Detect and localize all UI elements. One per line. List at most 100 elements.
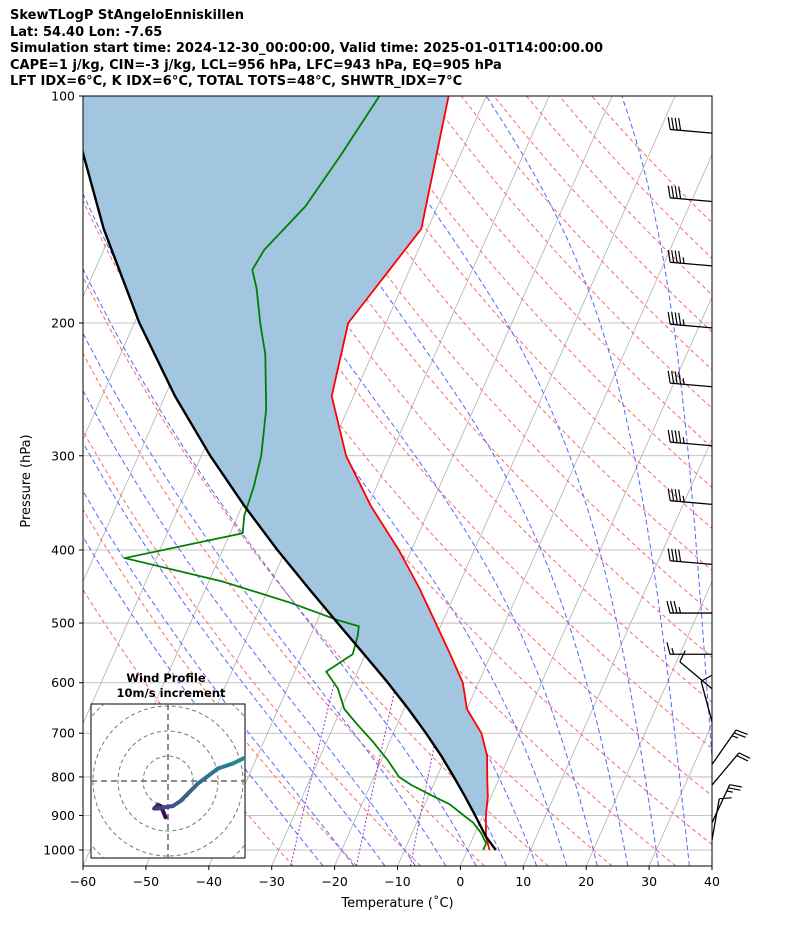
barb-feather [667,117,671,130]
barb-staff [711,752,740,786]
isotherm-line [208,96,550,866]
wind-barb [667,249,713,267]
y-tick-label: 900 [51,808,75,823]
barb-feather [671,548,675,562]
x-tick-label: −10 [384,874,410,889]
x-tick-label: 40 [704,874,720,889]
barb-feather [678,186,682,199]
moist-adiabat [183,96,598,866]
barb-half-feather [678,606,682,614]
dry-adiabat [83,588,294,866]
y-tick-label: 1000 [43,843,75,858]
barb-staff [670,560,713,566]
mixing-ratio-line [290,682,335,866]
barb-half-feather [682,257,685,264]
barb-feather [671,312,675,325]
barb-feather [674,371,678,384]
dry-adiabat [102,96,712,846]
barb-feather [671,488,675,502]
wind-barbs [666,117,751,841]
isotherm-line [711,865,712,866]
mixing-ratio-line [409,682,448,866]
barb-staff [670,197,713,203]
barb-staff [670,441,713,447]
barb-feather [669,600,675,614]
wind-barb [667,117,713,134]
hodograph-trace-segment [216,761,235,771]
dry-adiabat [135,96,712,797]
barb-half-feather [726,790,733,793]
hodograph-trace-segment [206,766,220,778]
hodograph-trace-segment [186,781,200,796]
wind-barb [711,784,743,823]
moist-adiabat [83,535,324,866]
barb-feather [728,787,741,791]
wind-barb [667,429,713,447]
wind-barb [667,185,713,203]
dry-adiabat [493,96,712,333]
isotherm-line [271,96,613,866]
barb-feather [667,548,671,561]
hodograph-trace-segment [196,774,210,786]
barb-feather [674,312,678,325]
x-tick-label: −60 [70,874,96,889]
barb-feather [671,430,675,443]
barb-feather [729,784,743,788]
barb-feather [674,549,678,562]
barb-feather [671,185,675,199]
barb-feather [671,250,675,263]
moist-adiabat [257,96,629,866]
barb-half-feather [682,319,685,326]
wind-barb [679,650,713,690]
wind-barb [711,752,751,786]
barb-feather [667,488,671,501]
barb-feather [679,650,686,662]
moist-adiabat [83,267,477,866]
title-line-cape: CAPE=1 j/kg, CIN=-3 j/kg, LCL=956 hPa, L… [10,57,502,73]
wind-barb [667,370,713,388]
barb-feather [667,185,671,198]
barb-staff [670,261,713,267]
title-line-location: Lat: 54.40 Lon: -7.65 [10,24,163,40]
barb-feather [735,729,748,736]
dry-adiabat [83,508,358,866]
chart-header: SkewTLogP StAngeloEnniskillen Lat: 54.40… [10,8,603,91]
x-tick-label: 0 [456,874,464,889]
barb-half-feather [682,495,685,503]
moist-adiabat [83,332,447,866]
barb-feather [667,370,671,384]
barb-feather [678,430,682,444]
y-tick-label: 100 [51,89,75,104]
y-tick-label: 800 [51,769,75,784]
mixing-ratio-line [355,682,397,866]
moist-adiabat [485,96,690,866]
barb-feather [667,249,671,263]
y-axis-label: Pressure (hPa) [19,434,34,527]
cape-shading [83,96,488,816]
dry-adiabat [363,96,712,489]
title-line-station: SkewTLogP StAngeloEnniskillen [10,8,244,23]
parcel-profile-line [83,148,497,851]
barb-feather [678,489,682,502]
y-tick-label: 600 [51,675,75,690]
barb-feather [674,186,678,199]
x-tick-label: −40 [196,874,222,889]
x-axis-label: Temperature (˚C) [340,895,453,911]
moist-adiabat [83,389,416,866]
y-tick-label: 700 [51,726,75,741]
hodograph-trace-segment [231,755,245,766]
moist-adiabat [356,96,659,866]
dry-adiabat [297,96,712,572]
dewpoint-profile-line [123,96,487,851]
isotherm-line [334,96,676,866]
barb-half-feather [682,378,685,385]
dry-adiabat [526,96,712,296]
dry-adiabat [167,96,712,750]
barb-half-feather [671,648,675,655]
barb-staff [711,784,731,823]
hodograph-trace-segment [268,734,283,742]
dry-adiabat [395,96,712,449]
wind-barb [667,488,713,506]
barb-feather [719,797,732,800]
